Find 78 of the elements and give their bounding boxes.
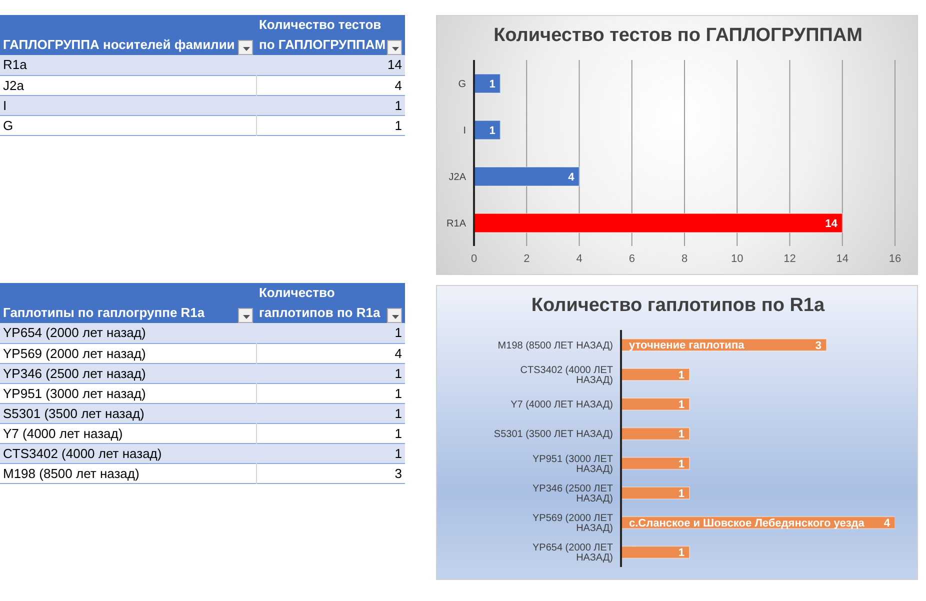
x-tick-label: 16 xyxy=(888,252,902,265)
table-row: YP569 (2000 лет назад) 4 xyxy=(0,343,405,363)
annotation: с.Сланское и Шовское Лебедянского уезда xyxy=(629,517,866,530)
y-tick-label: S5301 (3500 ЛЕТ НАЗАД) xyxy=(494,429,613,440)
y-tick-label: M198 (8500 ЛЕТ НАЗАД) xyxy=(498,340,613,352)
data-label: 1 xyxy=(394,424,403,442)
y-tick-label: J2A xyxy=(448,172,466,183)
data-label: 1 xyxy=(678,488,684,500)
category-label: Y7 (4000 лет назад) xyxy=(0,423,256,443)
y-tick-label: Y7 (4000 ЛЕТ НАЗАД) xyxy=(510,400,613,411)
category-label: M198 (8500 лет назад) xyxy=(0,463,256,483)
data-label: 1 xyxy=(678,369,684,382)
y-tick-label: CTS3402 (4000 ЛЕТ НАЗАД) xyxy=(520,364,613,386)
y-tick-label: YP346 (2500 ЛЕТ НАЗАД) xyxy=(532,483,613,504)
x-tick-label: 4 xyxy=(576,252,582,265)
data-label: 1 xyxy=(678,399,684,412)
data-label: 14 xyxy=(386,56,403,74)
table-row: YP951 (3000 лет назад) 1 xyxy=(0,383,405,403)
y-tick-label: G xyxy=(458,78,466,90)
x-tick-label: 8 xyxy=(681,252,688,265)
bar xyxy=(474,212,843,233)
shaded-table-row: CTS3402 (4000 лет назад) 1 xyxy=(0,443,405,463)
category-label: G xyxy=(0,115,256,135)
data-label: 4 xyxy=(394,76,403,94)
y-tick-label: YP654 (2000 ЛЕТ НАЗАД) xyxy=(532,542,613,564)
data-label: 1 xyxy=(678,428,684,441)
category-label: YP569 (2000 лет назад) xyxy=(0,343,256,363)
x-tick-label: 6 xyxy=(628,252,635,265)
x-tick-label: 12 xyxy=(784,252,796,265)
data-label: 3 xyxy=(815,340,822,352)
data-label: 4 xyxy=(394,344,403,362)
shaded-table-row: YP346 (2500 лет назад) 1 xyxy=(0,363,405,383)
shaded-table-row: S5301 (3500 лет назад) 1 xyxy=(0,403,405,423)
table-row: G 1 xyxy=(0,115,405,135)
data-label: 1 xyxy=(678,458,684,470)
y-tick-label: YP569 (2000 ЛЕТ НАЗАД) xyxy=(532,513,613,534)
data-label: 1 xyxy=(394,364,403,382)
table-row: Y7 (4000 лет назад) 1 xyxy=(0,423,405,443)
category-label: I xyxy=(2,96,8,114)
data-label: 1 xyxy=(394,384,403,402)
data-label: 1 xyxy=(489,78,496,90)
text: Количество гаплотипов по R1a xyxy=(259,284,382,322)
x-tick-label: 14 xyxy=(836,252,848,265)
data-label: 4 xyxy=(884,518,891,530)
data-label: 1 xyxy=(394,96,403,114)
x-tick-label: 2 xyxy=(524,252,530,265)
category-label: J2a xyxy=(0,75,256,95)
table-row: M198 (8500 лет назад) 3 xyxy=(0,463,405,483)
data-label: 1 xyxy=(394,444,403,462)
category-label: CTS3402 (4000 лет назад) xyxy=(2,444,163,463)
category-label: YP346 (2500 лет назад) xyxy=(2,364,147,383)
annotation: уточнение гаплотипа xyxy=(629,340,746,352)
text: ГАПЛОГРУППА носителей фамилии xyxy=(3,36,235,54)
text: Гаплотипы по гаплогруппе R1a xyxy=(3,304,205,322)
data-label: 1 xyxy=(489,124,496,137)
y-tick-label: I xyxy=(463,125,466,136)
text: Количество тестов по ГАПЛОГРУППАМ xyxy=(259,16,387,54)
y-tick-label: YP951 (3000 ЛЕТ НАЗАД) xyxy=(532,454,613,475)
data-label: 1 xyxy=(394,116,403,134)
data-label: 1 xyxy=(394,324,403,342)
category-label: YP654 (2000 лет назад) xyxy=(2,324,147,342)
x-tick-label: 0 xyxy=(470,252,478,265)
chart-title: Количество гаплотипов по R1a xyxy=(530,294,826,318)
x-tick-label: 10 xyxy=(731,252,744,265)
data-label: 1 xyxy=(678,547,684,560)
y-tick-label: R1A xyxy=(446,218,466,230)
category-label: S5301 (3500 лет назад) xyxy=(2,404,146,423)
table-row: J2a 4 xyxy=(0,75,405,95)
data-label: 14 xyxy=(825,218,838,230)
category-label: YP951 (3000 лет назад) xyxy=(0,383,256,403)
category-label: R1a xyxy=(2,56,28,74)
data-label: 4 xyxy=(568,171,576,184)
chart-title: Количество тестов по ГАПЛОГРУППАМ xyxy=(492,24,864,48)
bar xyxy=(474,73,501,94)
data-label: 3 xyxy=(394,464,403,482)
bar xyxy=(474,120,501,140)
bar xyxy=(474,166,580,186)
data-label: 1 xyxy=(394,404,403,422)
